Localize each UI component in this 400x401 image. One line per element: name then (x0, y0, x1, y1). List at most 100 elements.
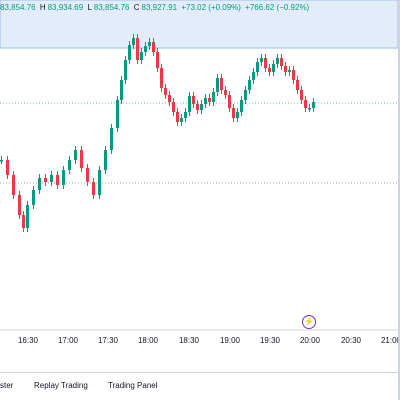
candle-body (62, 170, 65, 185)
candle-body (128, 45, 131, 60)
open-value: 83,854.76 (0, 3, 36, 12)
candle-body (232, 108, 235, 118)
candle-body (200, 104, 203, 110)
bottom-panel-bar: ster Replay Trading Trading Panel (0, 372, 400, 401)
candle-body (188, 96, 191, 112)
time-tick: 18:00 (137, 336, 159, 345)
candle-body (50, 175, 53, 182)
candle-body (26, 205, 29, 228)
time-tick: 17:30 (97, 336, 119, 345)
candle-body (252, 72, 255, 80)
candle-body (80, 150, 83, 168)
time-tick: 18:30 (178, 336, 200, 345)
candle-body (312, 102, 315, 108)
time-tick: 17:00 (57, 336, 79, 345)
candle-body (132, 38, 135, 45)
candle-body (196, 104, 199, 110)
candle-body (6, 160, 9, 175)
candle-body (168, 95, 171, 102)
candle-body (32, 190, 35, 205)
candle-body (152, 42, 155, 52)
candle-body (308, 108, 311, 110)
candle-body (176, 112, 179, 122)
candle-body (144, 46, 147, 52)
close-value: 83,927.91 (141, 3, 178, 12)
candle-body (236, 112, 239, 118)
candle-body (98, 170, 101, 195)
candle-body (264, 58, 267, 68)
low-label: L (87, 3, 92, 12)
window-edge (398, 0, 400, 400)
candle-body (104, 150, 107, 170)
candle-body (160, 68, 163, 88)
candle-body (180, 118, 183, 122)
candle-body (68, 160, 71, 170)
high-value: 83,934.69 (47, 3, 84, 12)
candles-group (0, 34, 315, 232)
candle-body (120, 80, 123, 100)
candle-body (124, 60, 127, 80)
candle-body (12, 175, 15, 195)
candle-body (208, 98, 211, 102)
tab-replay-trading[interactable]: Replay Trading (34, 381, 88, 390)
candle-body (116, 100, 119, 128)
candle-body (296, 80, 299, 90)
candle-body (272, 64, 275, 72)
candle-body (204, 98, 207, 104)
candle-body (220, 78, 223, 90)
candle-body (292, 70, 295, 80)
candle-body (74, 150, 77, 160)
candle-body (276, 58, 279, 64)
candle-body (140, 52, 143, 60)
high-label: H (39, 3, 46, 12)
replay-icon[interactable]: ⚡ (302, 315, 316, 329)
candle-body (184, 112, 187, 118)
day-change-value: +766.62 (−0.92%) (245, 3, 310, 12)
candle-body (224, 90, 227, 95)
ohlc-legend: 83,854.76 H 83,934.69 L 83,854.76 C 83,927.… (0, 3, 311, 12)
candle-body (212, 92, 215, 102)
time-tick: 19:30 (259, 336, 281, 345)
candle-body (22, 215, 25, 228)
tab-pine-editor[interactable]: ster (0, 381, 14, 390)
candle-body (164, 88, 167, 95)
low-value: 83,854.76 (93, 3, 130, 12)
candle-body (86, 168, 89, 182)
time-axis[interactable]: 16:30 17:00 17:30 18:00 18:30 19:00 19:3… (0, 330, 400, 350)
candle-body (240, 100, 243, 112)
candle-body (304, 100, 307, 108)
candle-body (44, 178, 47, 182)
candle-body (192, 96, 195, 104)
time-tick: 20:00 (299, 336, 321, 345)
candle-body (92, 182, 95, 195)
candle-body (268, 68, 271, 72)
time-tick: 21:00 (380, 336, 400, 345)
candle-body (256, 62, 259, 72)
candle-body (148, 42, 151, 46)
candle-body (280, 58, 283, 66)
candle-body (248, 80, 251, 90)
time-tick: 20:30 (340, 336, 362, 345)
tab-trading-panel[interactable]: Trading Panel (108, 381, 158, 390)
change-value: +73.02 (+0.09%) (181, 3, 241, 12)
candle-body (38, 178, 41, 190)
candle-body (300, 90, 303, 100)
candle-body (172, 102, 175, 112)
candle-body (56, 175, 59, 185)
candle-body (260, 58, 263, 62)
candle-body (216, 78, 219, 92)
candle-body (288, 70, 291, 72)
candle-body (0, 160, 3, 162)
candle-body (110, 128, 113, 150)
candle-body (228, 95, 231, 108)
candle-body (284, 66, 287, 72)
candle-body (156, 52, 159, 68)
chart-canvas[interactable] (0, 0, 400, 350)
close-label: C (133, 3, 140, 12)
time-tick: 16:30 (17, 336, 39, 345)
candle-body (18, 195, 21, 215)
candle-body (136, 38, 139, 60)
candle-body (244, 90, 247, 100)
selection-highlight (0, 0, 399, 49)
